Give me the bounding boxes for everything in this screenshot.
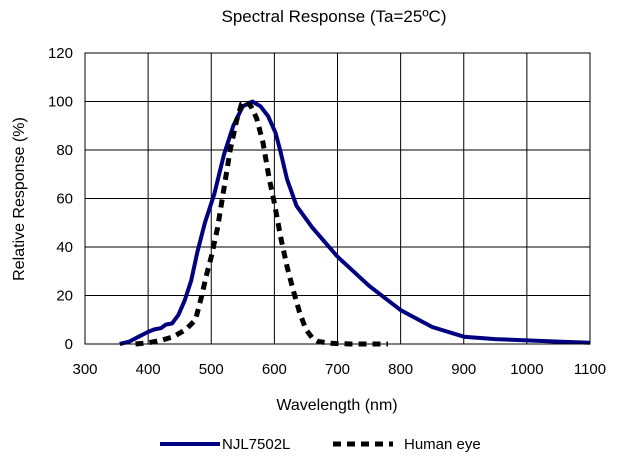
plot-series xyxy=(119,99,591,347)
x-axis-label: Wavelength (nm) xyxy=(276,397,397,414)
y-tick-label: 80 xyxy=(56,142,73,159)
plot-grid xyxy=(84,52,591,345)
y-tick-label: 20 xyxy=(56,288,73,305)
x-tick-label: 500 xyxy=(199,361,224,378)
y-tick-label: 60 xyxy=(56,191,73,208)
chart-title: Spectral Response (Ta=25ºC) xyxy=(222,7,447,26)
y-tick-label: 40 xyxy=(56,239,73,256)
y-tick-label: 120 xyxy=(48,45,73,62)
legend-label-njl7502l: NJL7502L xyxy=(222,436,290,453)
x-axis-ticks: 300 400 500 600 700 800 900 1000 1100 xyxy=(72,361,606,378)
series-line-njl7502l xyxy=(119,99,591,346)
x-tick-label: 700 xyxy=(325,361,350,378)
series-line-human-eye xyxy=(135,99,388,347)
x-tick-label: 1000 xyxy=(510,361,543,378)
y-tick-label: 100 xyxy=(48,94,73,111)
chart-legend: NJL7502L Human eye xyxy=(160,436,481,453)
x-tick-label: 1100 xyxy=(574,361,606,378)
plot-frame xyxy=(84,52,591,345)
y-tick-label: 0 xyxy=(65,336,73,353)
x-tick-label: 400 xyxy=(136,361,161,378)
legend-label-human-eye: Human eye xyxy=(404,436,481,453)
x-tick-label: 800 xyxy=(388,361,413,378)
x-tick-label: 300 xyxy=(72,361,97,378)
y-axis-ticks: 0 20 40 60 80 100 120 xyxy=(48,45,73,353)
y-axis-label: Relative Response (%) xyxy=(11,117,28,281)
x-tick-label: 600 xyxy=(262,361,287,378)
x-tick-label: 900 xyxy=(451,361,476,378)
